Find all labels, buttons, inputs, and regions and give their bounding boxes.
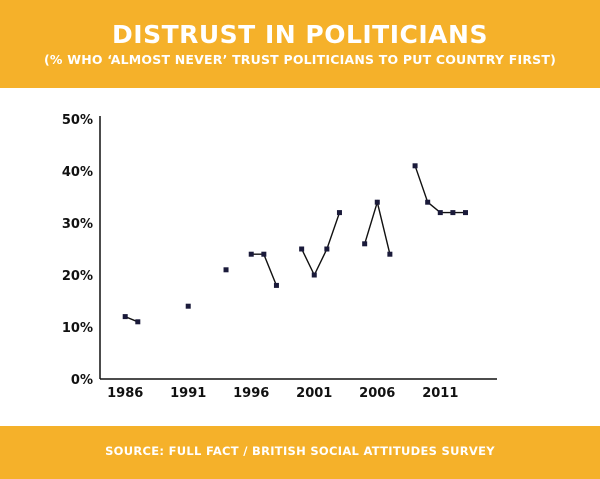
- data-point: [425, 199, 431, 205]
- source-note: SOURCE: FULL FACT / BRITISH SOCIAL ATTIT…: [105, 444, 495, 458]
- line-chart: 0% 10% 20% 30% 40% 50% 1986 1991 1996 2001 2006 201…: [62, 113, 497, 401]
- data-point: [387, 251, 393, 257]
- data-point: [185, 303, 191, 309]
- y-tick-label: 30%: [62, 217, 93, 232]
- header-band: DISTRUST IN POLITICIANS (% WHO ‘ALMOST N…: [0, 0, 600, 88]
- data-point: [135, 319, 141, 325]
- y-tick-label: 50%: [62, 113, 93, 128]
- x-tick-label: 1991: [170, 386, 206, 401]
- series-line-segment: [301, 212, 341, 277]
- x-tick-label: 1986: [107, 386, 143, 401]
- x-tick-label: 2001: [296, 386, 332, 401]
- data-point: [223, 267, 229, 273]
- data-point: [462, 210, 468, 216]
- x-tick-label: 1996: [233, 386, 269, 401]
- chart-series-lines: [124, 165, 466, 323]
- y-tick-label: 20%: [62, 269, 93, 284]
- data-point: [412, 163, 418, 169]
- series-line-segment: [364, 199, 391, 255]
- x-tick-label: 2006: [359, 386, 395, 401]
- chart-ticks: 0% 10% 20% 30% 40% 50% 1986 1991 1996 2001 2006 201…: [62, 113, 459, 401]
- data-point: [248, 251, 254, 257]
- data-point: [324, 246, 330, 252]
- chart-axes: [99, 116, 497, 380]
- series-line-segment: [251, 253, 278, 286]
- data-point: [437, 210, 443, 216]
- data-point: [273, 282, 279, 288]
- data-point: [362, 241, 368, 247]
- chart-subtitle: (% WHO ‘ALMOST NEVER’ TRUST POLITICIANS …: [44, 52, 556, 67]
- chart-series-points: [122, 163, 468, 325]
- data-point: [374, 199, 380, 205]
- data-point: [336, 210, 342, 216]
- footer-band: SOURCE: FULL FACT / BRITISH SOCIAL ATTIT…: [0, 426, 600, 479]
- x-tick-label: 2011: [422, 386, 458, 401]
- y-tick-label: 0%: [71, 373, 93, 388]
- data-point: [450, 210, 456, 216]
- series-line-segment: [414, 165, 466, 214]
- data-point: [299, 246, 305, 252]
- y-tick-label: 40%: [62, 165, 93, 180]
- data-point: [261, 251, 267, 257]
- data-point: [311, 272, 317, 278]
- chart-title: DISTRUST IN POLITICIANS: [112, 20, 488, 49]
- y-tick-label: 10%: [62, 321, 93, 336]
- data-point: [122, 314, 128, 320]
